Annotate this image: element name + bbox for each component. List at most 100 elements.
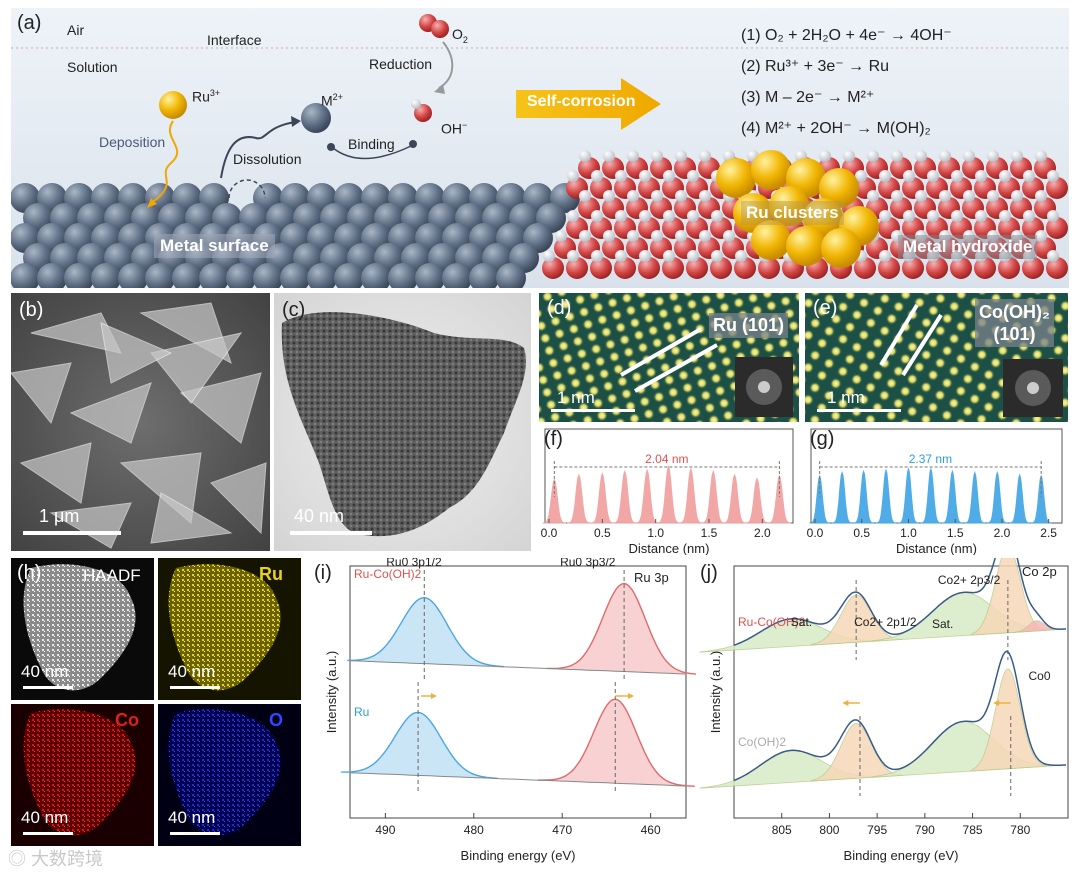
ru-cluster-atoms: [716, 150, 879, 268]
plot-frame: [810, 428, 1063, 524]
panel-label-h: (h): [17, 562, 42, 584]
fit-component: [969, 668, 1046, 772]
scale-label-d: 1 nm: [557, 388, 595, 407]
plane-label-d: Ru (101): [709, 313, 789, 338]
tem-image: [274, 293, 531, 551]
hydroxide-ion: [414, 104, 432, 122]
reduction-label: Reduction: [369, 56, 433, 72]
scale-label-b: 1 μm: [39, 506, 80, 526]
y-axis-label: Intensity (a.u.): [324, 651, 339, 733]
scale-label-h2: 40 nm: [168, 662, 216, 681]
profile-peak: [679, 467, 703, 524]
scale-bar-e: [817, 409, 901, 412]
xps-ru3p-chart: 490 480 470 460 Binding energy (eV) Intensity…: [324, 558, 696, 863]
watermark-text: 大数跨境: [31, 849, 104, 869]
line-profile-chart-f: 2.04 nm 0.0 0.5 1.0 1.5 2.0 Distance (nm): [541, 428, 794, 555]
scale-label-h1: 40 nm: [21, 662, 69, 681]
profile-peak: [920, 467, 942, 524]
fit-peak-line: [538, 698, 695, 787]
scale-bar-h2: [170, 686, 220, 689]
watermark-logo-icon: ◎: [8, 849, 32, 869]
line-profile-panel-f: 2.04 nm 0.0 0.5 1.0 1.5 2.0 Distance (nm) (f): [539, 425, 799, 555]
scale-bar-h4: [170, 832, 220, 835]
o-map-label: O: [269, 710, 284, 730]
tem-image-panel-c: (c) 40 nm: [274, 293, 531, 551]
profile-peak: [1009, 473, 1031, 524]
shift-arrow-head: [430, 693, 437, 699]
equation-1: (1) O₂ + 2H₂O + 4e⁻ → 4OH⁻: [741, 27, 952, 44]
series-label: Ru: [354, 705, 369, 719]
shift-arrow-head: [628, 693, 635, 699]
sem-image-panel-b: (b) 1 μm: [11, 293, 270, 551]
fit-component: [810, 722, 903, 782]
equation-4: (4) M²⁺ + 2OH⁻ → M(OH)₂: [741, 120, 931, 137]
fit-peak-area: [544, 583, 696, 675]
x-tick-label: 790: [915, 823, 935, 837]
fit-peak-line: [547, 582, 696, 675]
x-axis-label: Binding energy (eV): [844, 848, 959, 863]
x-tick-label: 0.5: [853, 526, 870, 540]
scale-bar-h3: [23, 832, 73, 835]
scale-bar-c: [290, 531, 372, 535]
hrtem-image-panel-e: (e) Co(OH)₂ (101) 1 nm: [805, 293, 1068, 422]
fit-peak-line: [347, 596, 504, 668]
shift-arrow-head: [993, 700, 1000, 706]
plane-label-e-compound: Co(OH)₂: [979, 302, 1050, 322]
panel-label-a: (a): [17, 12, 42, 34]
scale-bar-h1: [23, 686, 73, 689]
panel-label-d: (d): [547, 297, 572, 319]
plot-frame: [349, 565, 687, 819]
profile-peak: [590, 472, 615, 524]
ru-map-label: Ru: [259, 564, 283, 584]
dissolution-label: Dissolution: [233, 151, 302, 167]
air-label: Air: [67, 22, 85, 38]
x-tick-label: 470: [552, 823, 572, 837]
ru-ion-atom: [159, 91, 187, 119]
panel-label-i: (i): [314, 562, 332, 584]
x-tick-label: 0.5: [594, 526, 611, 540]
profile-peak: [612, 469, 637, 524]
metal-hydroxide-label: Metal hydroxide: [898, 235, 1038, 259]
interface-label: Interface: [207, 32, 262, 48]
scale-label-c: 40 nm: [294, 506, 345, 526]
x-tick-label: 805: [772, 823, 792, 837]
x-axis-label: Distance (nm): [629, 541, 710, 555]
x-axis-label: Distance (nm): [896, 541, 977, 555]
equation-3: (3) M – 2e⁻ → M²⁺: [741, 89, 875, 106]
self-corrosion-arrow: [516, 78, 661, 130]
baseline: [349, 660, 687, 675]
envelope-line: [733, 650, 1067, 782]
panel-label-c: (c): [282, 299, 306, 321]
x-axis-label: Binding energy (eV): [461, 848, 576, 863]
satellite-label: Sat.: [932, 617, 953, 631]
satellite-label: Sat.: [791, 615, 812, 629]
x-tick-label: 785: [963, 823, 983, 837]
watermark: ◎ 大数跨境: [8, 845, 103, 871]
m-ion-atom: [301, 103, 331, 133]
x-tick-label: 780: [1010, 823, 1030, 837]
metal-surface-label: Metal surface: [154, 234, 275, 258]
o2-label: O2: [452, 26, 468, 45]
x-tick-label: 795: [867, 823, 887, 837]
profile-peak: [722, 473, 747, 524]
profile-peak: [567, 473, 591, 524]
peak-label: Co2+ 2p3/2: [938, 573, 1001, 587]
series-label: Co(OH)2: [738, 735, 786, 749]
profile-peak: [942, 469, 963, 524]
shift-arrow-head: [842, 700, 849, 706]
plane-label-e: Co(OH)₂ (101): [975, 299, 1054, 347]
profile-peak: [964, 470, 986, 524]
profile-peak: [875, 468, 897, 524]
solution-label: Solution: [67, 59, 118, 75]
x-tick-label: 1.5: [947, 526, 964, 540]
reaction-equations: (1) O₂ + 2H₂O + 4e⁻ → 4OH⁻ (2) Ru³⁺ + 3e…: [741, 20, 952, 144]
scale-label-h3: 40 nm: [21, 808, 69, 827]
metal-surface-atoms: [11, 183, 580, 288]
profile-peak: [635, 468, 659, 524]
fit-peak-area: [535, 699, 695, 787]
xps-ru3p-panel-i: 490 480 470 460 Binding energy (eV) Intensity…: [306, 558, 696, 873]
profile-peak: [767, 474, 792, 524]
x-tick-label: 1.0: [647, 526, 664, 540]
scale-bar-b: [23, 531, 121, 535]
profile-peak: [542, 478, 567, 524]
